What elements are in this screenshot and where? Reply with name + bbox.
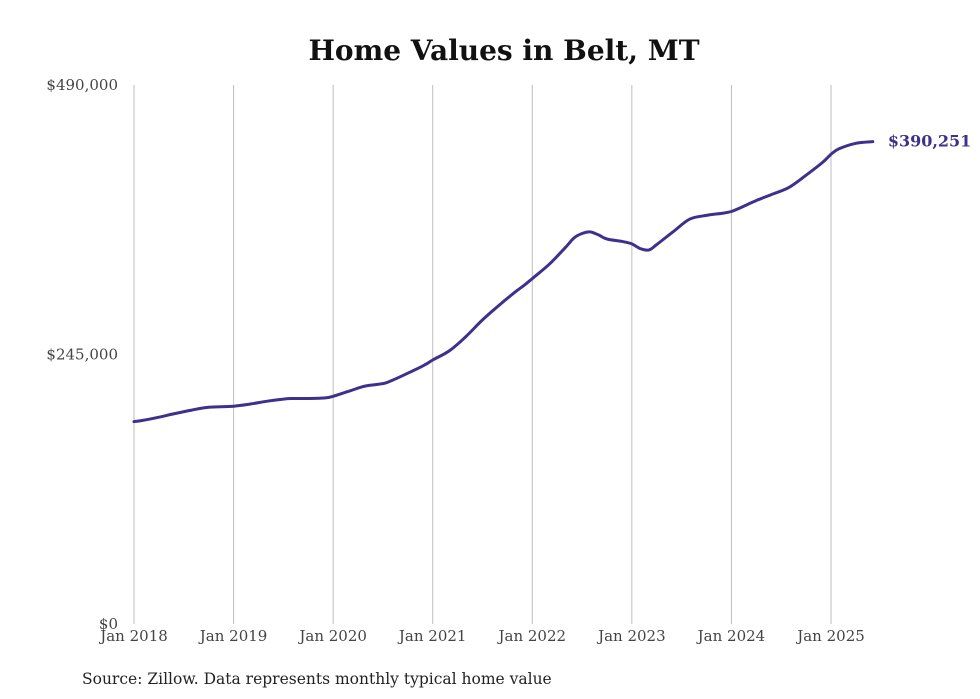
x-tick-label: Jan 2021 bbox=[397, 627, 467, 645]
x-tick-label: Jan 2019 bbox=[198, 627, 268, 645]
home-value-line bbox=[132, 140, 875, 424]
source-note: Source: Zillow. Data represents monthly … bbox=[82, 670, 552, 688]
y-tick-label: $0 bbox=[99, 615, 118, 633]
y-tick-label: $490,000 bbox=[46, 76, 118, 94]
x-tick-label: Jan 2020 bbox=[297, 627, 367, 645]
x-tick-label: Jan 2018 bbox=[98, 627, 168, 645]
y-tick-label: $245,000 bbox=[46, 346, 118, 364]
x-axis-ticks: Jan 2018 Jan 2019 Jan 2020 Jan 2021 Jan 2022… bbox=[98, 627, 865, 645]
x-tick-label: Jan 2024 bbox=[696, 627, 766, 645]
series-group: $390,251 bbox=[132, 132, 972, 424]
x-tick-label: Jan 2025 bbox=[795, 627, 865, 645]
end-value-label: $390,251 bbox=[888, 132, 972, 151]
grid-lines bbox=[133, 85, 832, 624]
x-tick-label: Jan 2022 bbox=[497, 627, 567, 645]
y-axis-ticks: $490,000 $245,000 $0 bbox=[46, 76, 118, 633]
x-tick-label: Jan 2023 bbox=[596, 627, 666, 645]
chart-title: Home Values in Belt, MT bbox=[308, 34, 699, 67]
